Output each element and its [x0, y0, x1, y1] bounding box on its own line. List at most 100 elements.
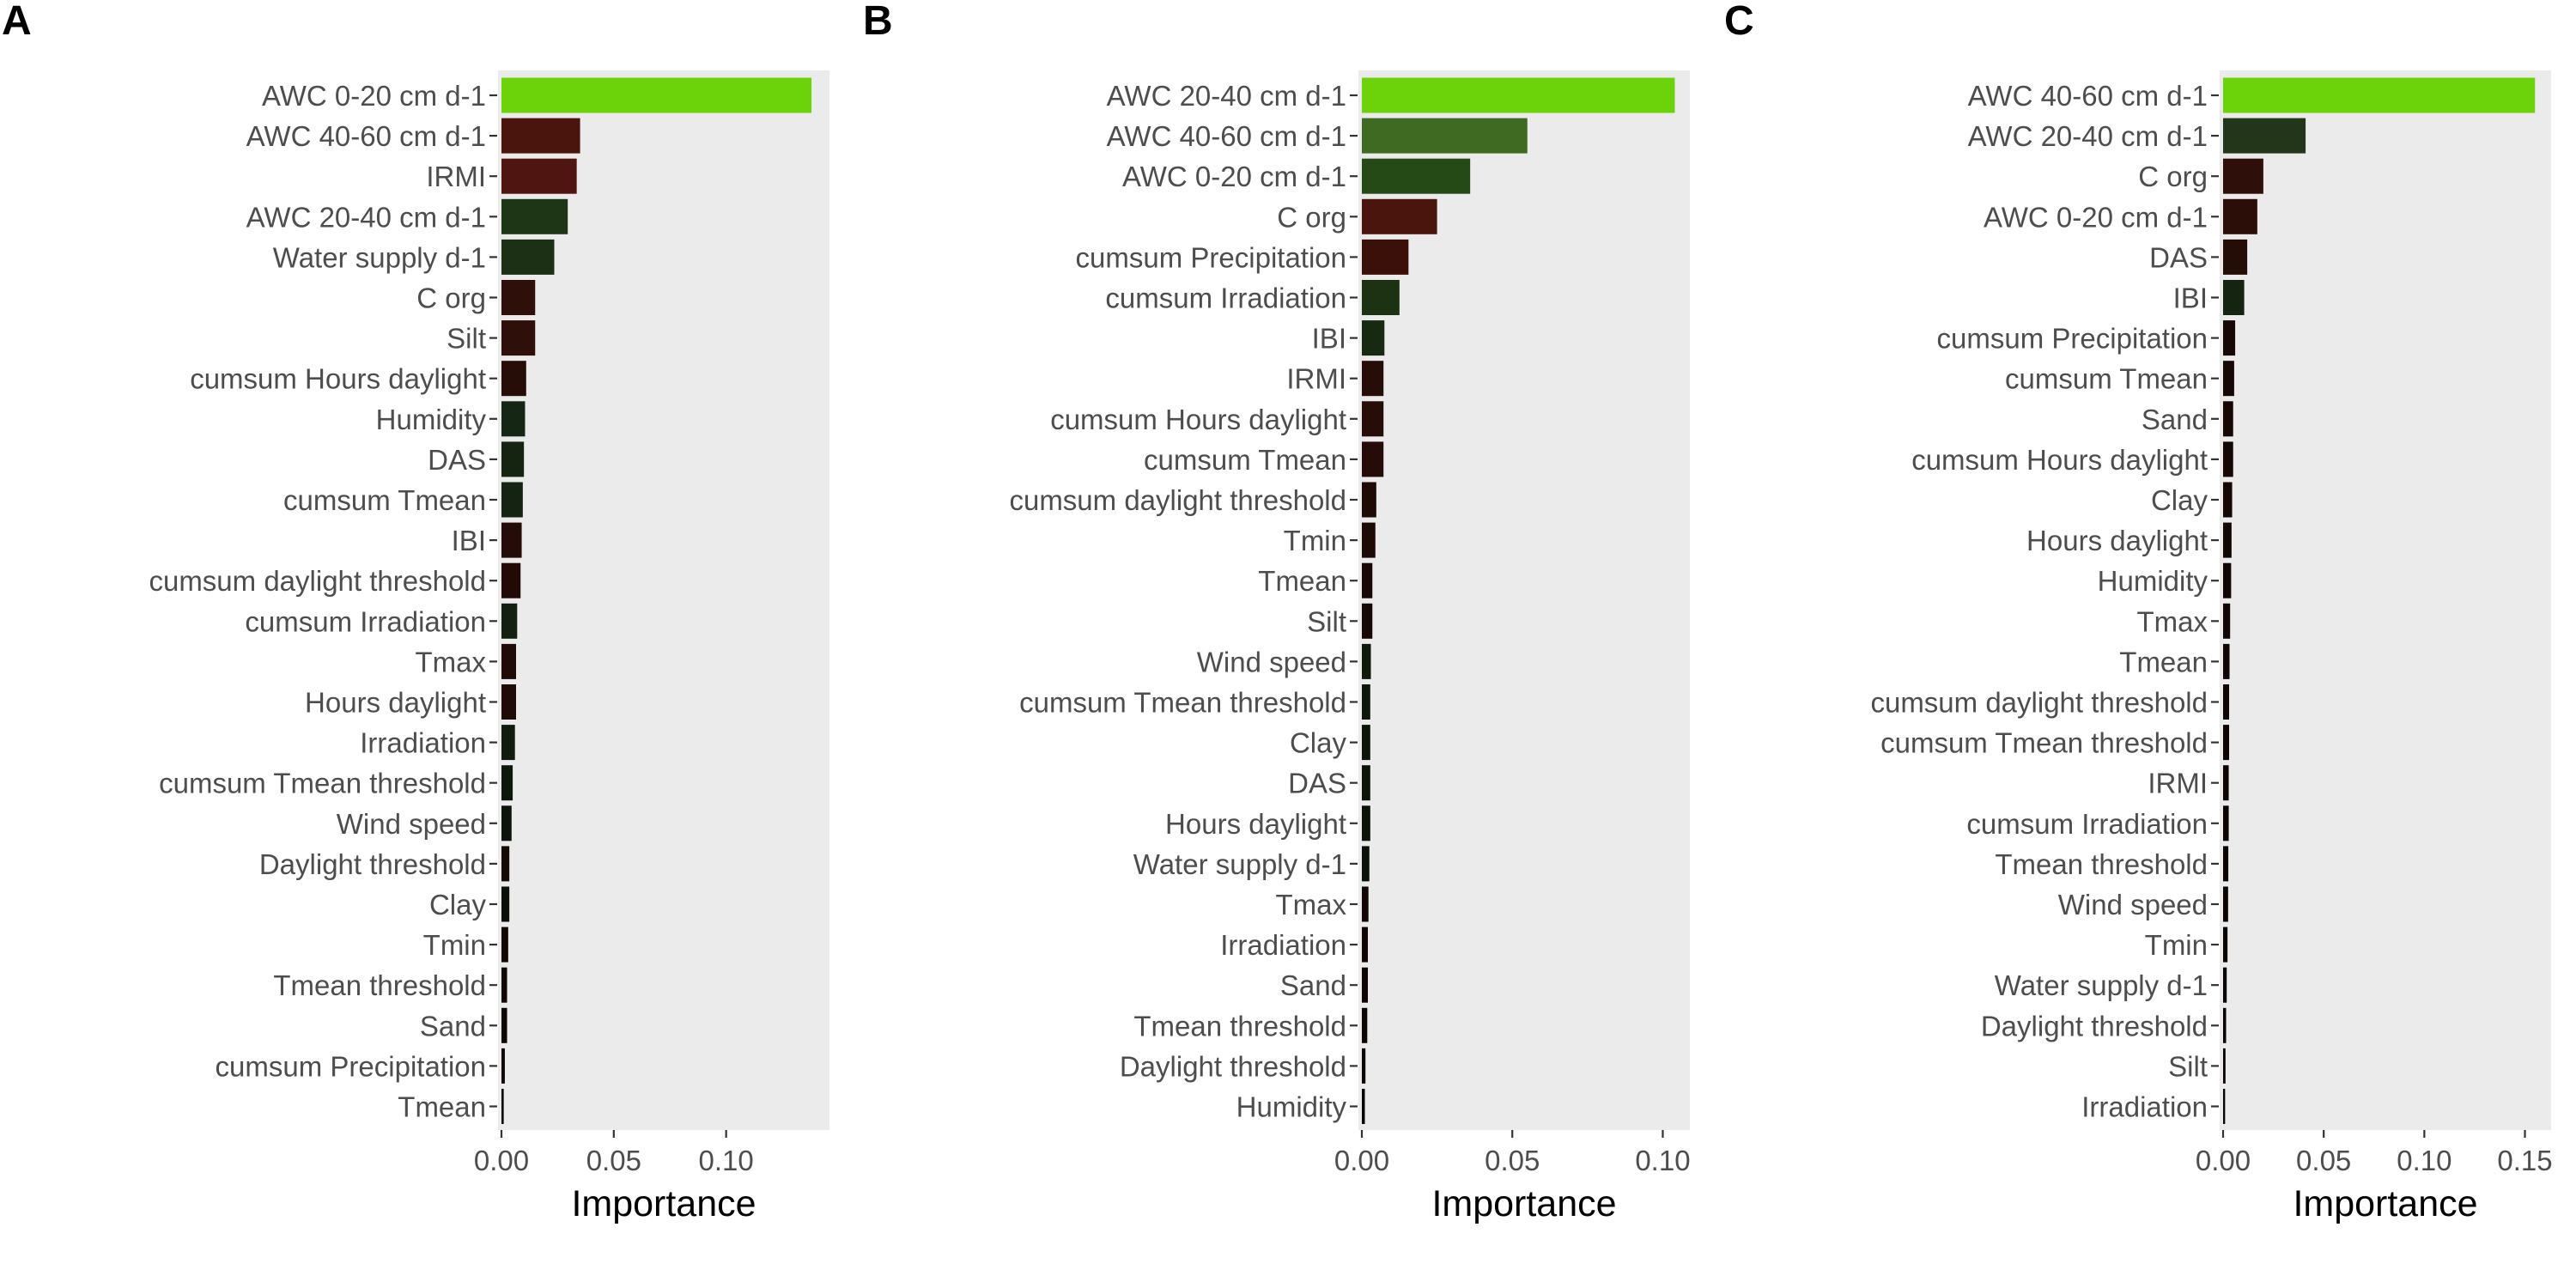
bar	[501, 1048, 505, 1084]
bar	[2223, 441, 2233, 477]
category-label: Tmean threshold	[1133, 1010, 1346, 1042]
bar	[501, 562, 521, 598]
category-label: AWC 0-20 cm d-1	[262, 80, 486, 112]
bar	[1362, 239, 1409, 275]
bar	[501, 198, 568, 234]
category-label: DAS	[1288, 768, 1346, 799]
category-label: Tmean	[1258, 565, 1346, 597]
bar	[1362, 967, 1369, 1003]
plot-background	[2220, 70, 2551, 1130]
bar	[501, 401, 526, 437]
category-label: cumsum Precipitation	[1076, 241, 1346, 273]
bar	[1362, 77, 1675, 113]
bar	[1362, 361, 1384, 397]
category-label: AWC 40-60 cm d-1	[1107, 120, 1346, 152]
category-label: cumsum Precipitation	[1937, 323, 2208, 355]
category-label: cumsum Tmean	[283, 484, 486, 516]
panel-b: B AWC 20-40 cm d-1 AWC 40-60 cm d-1 AWC 0-2…	[863, 0, 1691, 1224]
bar	[1362, 522, 1376, 558]
bar	[1362, 280, 1400, 315]
category-label: IRMI	[426, 161, 486, 192]
category-label: cumsum Hours daylight	[1050, 404, 1346, 435]
category-label: AWC 20-40 cm d-1	[1107, 80, 1346, 112]
category-label: Water supply d-1	[1133, 848, 1346, 880]
x-axis-title: Importance	[571, 1183, 756, 1224]
category-label: Tmean	[398, 1091, 486, 1123]
x-axis-title: Importance	[1431, 1183, 1616, 1224]
bar	[2223, 158, 2263, 194]
bar	[1362, 725, 1370, 761]
bar	[1362, 158, 1471, 194]
category-label: Sand	[1280, 969, 1346, 1001]
bar	[501, 684, 517, 720]
bar	[1362, 1089, 1365, 1124]
bar	[2223, 805, 2229, 841]
category-label: Tmean threshold	[1995, 848, 2208, 880]
category-label: cumsum Precipitation	[216, 1050, 486, 1082]
category-label: Humidity	[376, 404, 487, 435]
category-label: IBI	[2173, 283, 2208, 314]
x-tick-label: 0.10	[699, 1145, 754, 1176]
category-label: cumsum daylight threshold	[1009, 484, 1346, 516]
bar	[1362, 765, 1370, 801]
bar	[2223, 846, 2229, 882]
category-label: Water supply d-1	[1995, 969, 2208, 1001]
category-label: cumsum daylight threshold	[149, 565, 486, 597]
bar	[1362, 684, 1370, 720]
bar	[2223, 967, 2227, 1003]
bar	[501, 239, 555, 275]
bar	[2223, 725, 2230, 761]
category-label: Tmax	[1276, 889, 1347, 920]
category-label: IBI	[452, 525, 486, 556]
category-label: Silt	[1307, 605, 1346, 637]
x-tick-label: 0.05	[2296, 1145, 2351, 1176]
category-label: Tmin	[2145, 929, 2208, 961]
panel-c: C AWC 40-60 cm d-1 AWC 20-40 cm d-1 C org AW…	[1724, 0, 2553, 1224]
category-label: cumsum Tmean threshold	[159, 768, 486, 799]
category-label: IRMI	[1286, 363, 1346, 395]
category-label: Wind speed	[2058, 889, 2208, 920]
bar	[2223, 482, 2233, 518]
category-label: Tmax	[2137, 605, 2208, 637]
x-tick-label: 0.10	[2397, 1145, 2451, 1176]
category-label: Humidity	[2098, 565, 2208, 597]
bar	[1362, 927, 1369, 963]
category-label: AWC 20-40 cm d-1	[246, 201, 486, 233]
category-label: Silt	[447, 323, 486, 355]
category-label: Tmean threshold	[273, 969, 486, 1001]
category-label: cumsum Tmean threshold	[1019, 687, 1346, 719]
category-label: Daylight threshold	[1981, 1010, 2208, 1042]
bar	[1362, 441, 1384, 477]
category-label: cumsum Tmean	[2005, 363, 2208, 395]
x-axis-title: Importance	[2293, 1183, 2477, 1224]
category-label: Clay	[429, 889, 487, 920]
bar	[501, 725, 515, 761]
bar	[2223, 77, 2536, 113]
bar	[501, 77, 812, 113]
category-label: cumsum Irradiation	[1966, 808, 2208, 840]
bar	[1362, 1007, 1368, 1043]
bar	[2223, 1007, 2227, 1043]
category-label: Sand	[2142, 404, 2208, 435]
category-label: Tmean	[2119, 646, 2208, 677]
bar	[501, 886, 510, 922]
x-tick-label: 0.05	[586, 1145, 641, 1176]
bar	[2223, 522, 2232, 558]
bar	[501, 1089, 504, 1124]
category-label: Daylight threshold	[259, 848, 486, 880]
bar	[2223, 1089, 2226, 1124]
category-label: IRMI	[2148, 768, 2208, 799]
category-label: C org	[1277, 201, 1346, 233]
panel-letter: B	[863, 0, 893, 44]
bar	[1362, 603, 1373, 639]
bar	[1362, 805, 1370, 841]
category-label: Silt	[2168, 1050, 2208, 1082]
bar	[501, 361, 526, 397]
category-label: DAS	[2149, 241, 2208, 273]
bar	[1362, 320, 1385, 356]
category-label: Hours daylight	[305, 687, 486, 719]
category-label: Water supply d-1	[273, 241, 486, 273]
bar	[1362, 886, 1369, 922]
bar	[2223, 239, 2248, 275]
bar	[501, 118, 580, 154]
